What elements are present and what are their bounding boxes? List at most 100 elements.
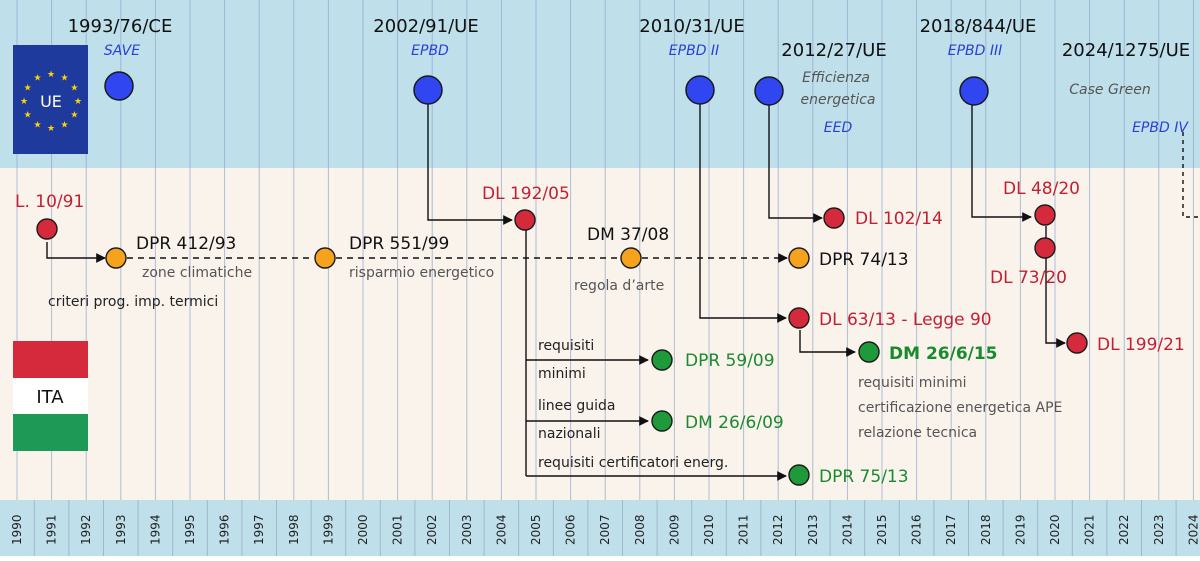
year-label-2010: 2010 <box>702 514 716 545</box>
year-label-1992: 1992 <box>79 514 93 545</box>
eu-code-2002: 2002/91/UE <box>373 16 478 37</box>
label-dl7320: DL 73/20 <box>990 268 1067 288</box>
node-dpr55199[interactable] <box>314 247 336 269</box>
note-linee-2: nazionali <box>538 426 601 442</box>
year-label-2012: 2012 <box>771 514 785 545</box>
it-nodes <box>36 204 1088 486</box>
note-req-min-1: requisiti <box>538 338 594 354</box>
node-dm26615[interactable] <box>858 341 880 363</box>
year-label-2007: 2007 <box>598 514 612 545</box>
eu-code-2012: 2012/27/UE <box>781 40 886 61</box>
eu-stars: ★ ★★★★★★★★★★★ <box>20 70 82 134</box>
eu-node-save[interactable] <box>104 71 134 101</box>
node-dl19921[interactable] <box>1066 332 1088 354</box>
label-dpr7513: DPR 75/13 <box>819 467 909 487</box>
year-label-2024: 2024 <box>1186 514 1200 545</box>
label-dpr41293: DPR 412/93 <box>136 234 236 254</box>
eu-star-icon: ★ <box>74 97 82 107</box>
connector-epbd3-dl4820 <box>971 104 1032 222</box>
year-label-2013: 2013 <box>806 514 820 545</box>
eu-node-eed[interactable] <box>754 76 784 106</box>
eu-star-icon: ★ <box>60 120 68 130</box>
year-label-2001: 2001 <box>391 514 405 545</box>
eu-note-eed-1: Efficienza <box>802 70 870 86</box>
eu-sub-epbd2: EPBD II <box>669 43 719 59</box>
year-label-2017: 2017 <box>944 514 958 545</box>
eu-star-icon: ★ <box>70 84 78 94</box>
year-label-2005: 2005 <box>529 514 543 545</box>
note-req-min-2: minimi <box>538 366 586 382</box>
eu-node-epbd2[interactable] <box>685 75 715 105</box>
connector-dl7320-dl19921 <box>1045 258 1066 348</box>
eu-band <box>0 0 1200 168</box>
year-label-1998: 1998 <box>287 514 301 545</box>
connector-epbd2-dl6313 <box>699 104 787 323</box>
eu-star-icon: ★ <box>33 74 41 84</box>
note-zone-climatiche: zone climatiche <box>142 265 252 281</box>
node-dpr7513[interactable] <box>788 464 810 486</box>
year-label-1995: 1995 <box>183 514 197 545</box>
eu-node-epbd[interactable] <box>413 75 443 105</box>
label-l1091: L. 10/91 <box>15 192 84 212</box>
eu-node-epbd3[interactable] <box>959 76 989 106</box>
eu-star-icon: ★ <box>47 70 55 80</box>
year-label-2019: 2019 <box>1013 514 1027 545</box>
note-risparmio: risparmio energetico <box>349 265 494 281</box>
eu-star-icon: ★ <box>70 111 78 121</box>
node-l1091[interactable] <box>36 218 58 240</box>
eu-code-1993: 1993/76/CE <box>68 16 173 37</box>
node-dpr5909[interactable] <box>651 349 673 371</box>
node-dl7320[interactable] <box>1034 237 1056 259</box>
node-dl10214[interactable] <box>823 207 845 229</box>
eu-flag-label: UE <box>40 92 62 111</box>
node-dl6313[interactable] <box>788 307 810 329</box>
eu-star-icon: ★ <box>24 84 32 94</box>
year-label-2020: 2020 <box>1048 514 1062 545</box>
label-dl6313: DL 63/13 - Legge 90 <box>819 310 992 330</box>
label-dm3708: DM 37/08 <box>587 225 669 245</box>
note-dm26615-1: requisiti minimi <box>858 375 967 391</box>
italy-flag: ITA <box>13 341 88 451</box>
node-dpr41293[interactable] <box>105 247 127 269</box>
eu-sub-save: SAVE <box>104 43 140 59</box>
label-dl19921: DL 199/21 <box>1097 335 1185 355</box>
eu-star-icon: ★ <box>60 74 68 84</box>
eu-star-icon: ★ <box>47 124 55 134</box>
connector-epbd-dl19205 <box>427 104 513 225</box>
node-dl4820[interactable] <box>1034 204 1056 226</box>
connector-l1091-dpr41293 <box>46 242 106 263</box>
connector-epbd4 <box>1182 132 1200 218</box>
year-label-1994: 1994 <box>148 514 162 545</box>
eu-note-case-green: Case Green <box>1069 82 1150 98</box>
connector-dl6313-dm26615 <box>799 330 856 357</box>
node-dpr7413[interactable] <box>788 247 810 269</box>
year-label-2003: 2003 <box>460 514 474 545</box>
eu-code-2018: 2018/844/UE <box>920 16 1037 37</box>
label-dm26609: DM 26/6/09 <box>685 413 784 433</box>
year-label-2014: 2014 <box>840 514 854 545</box>
axis-band <box>0 500 1200 556</box>
eu-sub-epbd3: EPBD III <box>948 43 1003 59</box>
year-label-2016: 2016 <box>910 514 924 545</box>
year-label-2006: 2006 <box>564 514 578 545</box>
year-label-2000: 2000 <box>356 514 370 545</box>
eu-flag: ★ ★★★★★★★★★★★ UE <box>13 45 88 154</box>
eu-star-icon: ★ <box>33 120 41 130</box>
note-certificatori: requisiti certificatori energ. <box>538 455 728 471</box>
eu-sub-epbd: EPBD <box>411 43 449 59</box>
year-label-2018: 2018 <box>979 514 993 545</box>
label-dpr7413: DPR 74/13 <box>819 250 909 270</box>
year-label-2002: 2002 <box>425 514 439 545</box>
year-label-1993: 1993 <box>114 514 128 545</box>
node-dm3708[interactable] <box>620 247 642 269</box>
year-label-1997: 1997 <box>252 514 266 545</box>
eu-sub-epbd4: EPBD IV <box>1132 120 1189 136</box>
eu-nodes <box>104 71 989 106</box>
eu-star-icon: ★ <box>24 111 32 121</box>
year-label-2009: 2009 <box>667 514 681 545</box>
year-label-1999: 1999 <box>321 514 335 545</box>
node-dl19205[interactable] <box>514 209 536 231</box>
node-dm26609[interactable] <box>651 410 673 432</box>
